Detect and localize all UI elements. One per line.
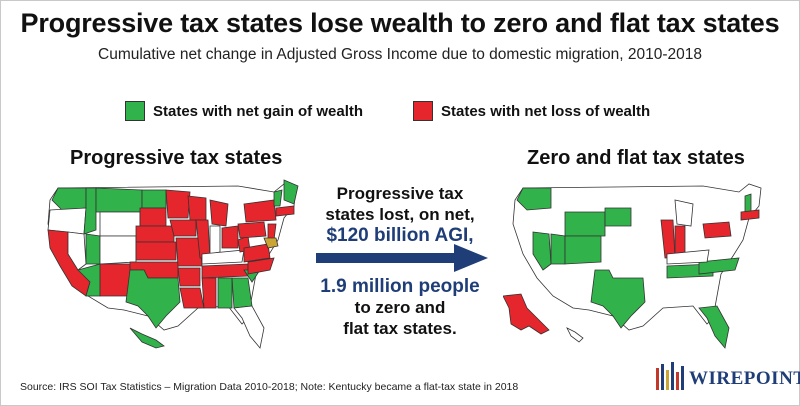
- left-panel-title: Progressive tax states: [70, 147, 283, 169]
- logo-bars-icon: [656, 362, 684, 390]
- left-us-map: [47, 179, 299, 349]
- state-ky: [201, 249, 245, 265]
- center-line4: flat tax states.: [343, 319, 457, 338]
- center-line1: Progressive tax: [336, 184, 464, 203]
- state-wi: [187, 195, 207, 221]
- state-mn: [165, 189, 191, 219]
- state-mi: [209, 199, 229, 227]
- page-subtitle: Cumulative net change in Adjusted Gross …: [98, 46, 702, 63]
- state-ms: [201, 277, 217, 309]
- gain-swatch: [125, 101, 145, 121]
- legend-loss: States with net loss of wealth: [413, 100, 650, 122]
- state-ky: [666, 249, 710, 265]
- state-tx: [125, 269, 181, 329]
- state-az: [77, 263, 101, 297]
- state-sd: [604, 207, 632, 227]
- state-oh: [221, 225, 239, 249]
- state-nh: [744, 193, 752, 213]
- state-me: [283, 179, 299, 205]
- state-id: [83, 187, 97, 235]
- state-tx: [590, 269, 646, 329]
- state-nc: [247, 257, 275, 275]
- state-nc: [698, 257, 740, 275]
- state-md: [263, 237, 279, 249]
- state-fl: [233, 305, 265, 349]
- state-in: [674, 225, 686, 255]
- center-highlight2: 1.9 million people: [320, 276, 480, 297]
- legend-gain-label: States with net gain of wealth: [153, 102, 364, 120]
- loss-swatch: [413, 101, 433, 121]
- logo-text: WIREPOINTS: [689, 368, 800, 389]
- state-va: [243, 243, 271, 263]
- center-highlight1: $120 billion AGI,: [326, 225, 474, 246]
- legend-loss-label: States with net loss of wealth: [441, 102, 651, 120]
- state-vt: [273, 189, 283, 207]
- state-co: [564, 235, 602, 265]
- center-message: Progressive tax states lost, on net, $12…: [300, 183, 500, 246]
- state-sd: [139, 207, 167, 227]
- state-ut: [85, 233, 101, 265]
- state-in: [209, 225, 221, 255]
- state-ga: [231, 277, 253, 309]
- legend-gain: States with net gain of wealth: [125, 100, 363, 122]
- state-fl: [698, 305, 730, 349]
- right-arrow-icon: [316, 244, 488, 272]
- page-title: Progressive tax states lose wealth to ze…: [20, 8, 780, 38]
- state-ut: [550, 233, 566, 265]
- state-nm: [99, 263, 131, 297]
- state-ar: [177, 267, 201, 287]
- center-line3: to zero and: [354, 298, 446, 317]
- state-tn: [201, 263, 249, 279]
- state-ny: [243, 199, 277, 223]
- state-nv: [532, 231, 552, 271]
- state-wa: [516, 187, 552, 211]
- state-ak: [503, 293, 550, 335]
- state-pa: [237, 221, 267, 239]
- state-ma: [740, 209, 760, 221]
- state-pa: [702, 221, 732, 239]
- state-nd: [141, 189, 167, 209]
- state-mt: [95, 187, 143, 213]
- source-note: Source: IRS SOI Tax Statistics – Migrati…: [20, 381, 519, 393]
- state-al: [217, 277, 233, 309]
- state-ia: [169, 219, 197, 237]
- center-message-bottom: 1.9 million people to zero and flat tax …: [300, 276, 500, 339]
- state-ma: [275, 205, 295, 217]
- state-hi: [129, 327, 165, 349]
- right-us-map: [503, 183, 762, 349]
- right-panel-title: Zero and flat tax states: [527, 147, 745, 169]
- state-nv: [67, 231, 87, 271]
- state-la: [179, 287, 205, 309]
- state-mi: [674, 199, 694, 227]
- state-wy: [564, 211, 606, 237]
- wirepoints-logo: WIREPOINTS: [655, 362, 800, 390]
- state-ne: [135, 225, 175, 243]
- center-line2: states lost, on net,: [325, 205, 475, 224]
- state-wy: [99, 211, 141, 237]
- state-hi: [566, 327, 584, 343]
- state-or: [47, 207, 87, 235]
- state-ks: [135, 241, 177, 261]
- state-co: [99, 235, 137, 265]
